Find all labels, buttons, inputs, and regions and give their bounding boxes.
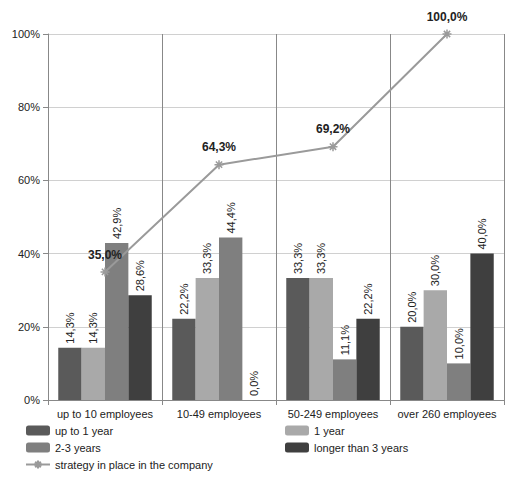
svg-text:1 year: 1 year — [314, 425, 345, 437]
svg-text:33,3%: 33,3% — [201, 243, 213, 274]
svg-text:35,0%: 35,0% — [88, 248, 122, 262]
svg-text:over 260 employees: over 260 employees — [397, 408, 497, 420]
svg-text:strategy in place in the compa: strategy in place in the company — [55, 459, 213, 471]
svg-text:22,2%: 22,2% — [178, 283, 190, 314]
svg-text:22,2%: 22,2% — [362, 283, 374, 314]
svg-text:28,6%: 28,6% — [134, 260, 146, 291]
svg-text:42,9%: 42,9% — [111, 208, 123, 239]
svg-text:40,0%: 40,0% — [476, 218, 488, 249]
svg-text:0,0%: 0,0% — [248, 371, 260, 396]
svg-text:10,0%: 10,0% — [453, 328, 465, 359]
svg-text:50-249 employees: 50-249 employees — [288, 408, 379, 420]
svg-text:up to 10 employees: up to 10 employees — [57, 408, 154, 420]
svg-text:up to 1 year: up to 1 year — [55, 425, 113, 437]
svg-text:100,0%: 100,0% — [427, 10, 468, 24]
svg-text:11,1%: 11,1% — [339, 325, 351, 356]
svg-text:14,3%: 14,3% — [87, 312, 99, 343]
svg-text:14,3%: 14,3% — [64, 312, 76, 343]
svg-text:64,3%: 64,3% — [202, 140, 236, 154]
svg-text:33,3%: 33,3% — [292, 243, 304, 274]
svg-text:44,4%: 44,4% — [225, 202, 237, 233]
svg-text:100%: 100% — [12, 28, 40, 40]
svg-text:69,2%: 69,2% — [316, 122, 350, 136]
svg-text:60%: 60% — [18, 174, 40, 186]
svg-text:2-3 years: 2-3 years — [55, 442, 101, 454]
svg-text:20,0%: 20,0% — [406, 291, 418, 322]
svg-text:10-49 employees: 10-49 employees — [177, 408, 262, 420]
svg-text:20%: 20% — [18, 321, 40, 333]
svg-text:40%: 40% — [18, 248, 40, 260]
svg-text:30,0%: 30,0% — [429, 255, 441, 286]
svg-text:80%: 80% — [18, 101, 40, 113]
svg-text:33,3%: 33,3% — [315, 243, 327, 274]
svg-text:0%: 0% — [24, 394, 40, 406]
svg-text:longer than 3 years: longer than 3 years — [314, 442, 409, 454]
